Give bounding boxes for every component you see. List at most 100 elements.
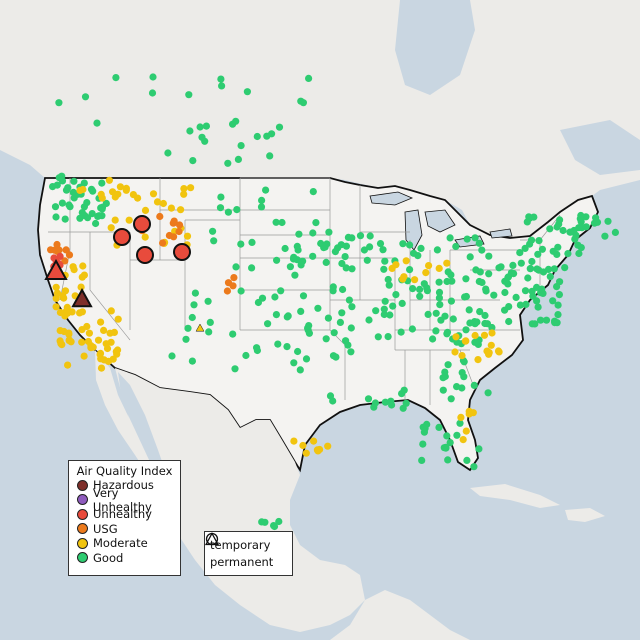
good-monitor[interactable] <box>348 303 356 311</box>
good-monitor[interactable] <box>416 292 424 300</box>
moderate-monitor[interactable] <box>94 336 103 344</box>
moderate-monitor[interactable] <box>83 322 91 331</box>
good-monitor[interactable] <box>366 232 374 240</box>
good-monitor[interactable] <box>447 271 455 279</box>
good-monitor[interactable] <box>329 283 337 291</box>
moderate-monitor[interactable] <box>141 233 149 241</box>
moderate-monitor[interactable] <box>97 318 105 326</box>
moderate-monitor[interactable] <box>63 309 72 317</box>
good-monitor[interactable] <box>592 214 600 222</box>
good-monitor[interactable] <box>98 179 106 187</box>
good-monitor[interactable] <box>342 264 350 272</box>
good-monitor[interactable] <box>270 522 278 530</box>
good-monitor[interactable] <box>202 122 210 130</box>
good-monitor[interactable] <box>347 348 355 356</box>
good-monitor[interactable] <box>566 228 574 236</box>
good-monitor[interactable] <box>237 287 245 295</box>
good-monitor[interactable] <box>257 203 266 211</box>
good-monitor[interactable] <box>501 288 509 297</box>
good-monitor[interactable] <box>418 456 426 464</box>
good-monitor[interactable] <box>258 294 267 302</box>
usg-monitor[interactable] <box>230 274 238 282</box>
usg-monitor[interactable] <box>176 221 184 229</box>
moderate-monitor[interactable] <box>187 184 195 192</box>
moderate-monitor[interactable] <box>452 333 460 341</box>
good-monitor[interactable] <box>523 218 531 226</box>
good-monitor[interactable] <box>363 256 371 264</box>
good-monitor[interactable] <box>471 338 479 346</box>
good-monitor[interactable] <box>272 218 280 226</box>
good-monitor[interactable] <box>485 270 493 278</box>
good-monitor[interactable] <box>184 324 192 332</box>
good-monitor[interactable] <box>419 440 427 448</box>
good-monitor[interactable] <box>444 456 452 464</box>
good-monitor[interactable] <box>604 217 612 225</box>
good-monitor[interactable] <box>198 133 206 141</box>
good-monitor[interactable] <box>55 99 63 107</box>
good-monitor[interactable] <box>528 287 536 295</box>
good-monitor[interactable] <box>380 265 388 273</box>
good-monitor[interactable] <box>370 403 378 411</box>
good-monitor[interactable] <box>436 301 444 309</box>
good-monitor[interactable] <box>452 242 460 251</box>
good-monitor[interactable] <box>309 188 317 196</box>
good-monitor[interactable] <box>439 386 447 394</box>
good-monitor[interactable] <box>237 240 245 248</box>
good-monitor[interactable] <box>516 249 524 257</box>
good-monitor[interactable] <box>341 253 349 261</box>
good-monitor[interactable] <box>488 323 496 332</box>
good-monitor[interactable] <box>576 215 584 223</box>
good-monitor[interactable] <box>248 238 256 246</box>
good-monitor[interactable] <box>210 237 218 245</box>
moderate-monitor[interactable] <box>474 356 482 364</box>
good-monitor[interactable] <box>470 381 478 389</box>
usg-monitor[interactable] <box>170 217 178 225</box>
usg-monitor[interactable] <box>53 240 61 249</box>
good-monitor[interactable] <box>80 179 88 187</box>
moderate-monitor[interactable] <box>459 436 467 444</box>
good-monitor[interactable] <box>290 359 298 367</box>
moderate-monitor[interactable] <box>458 352 466 360</box>
good-monitor[interactable] <box>443 432 451 440</box>
good-monitor[interactable] <box>507 269 516 277</box>
good-monitor[interactable] <box>535 237 543 245</box>
good-monitor[interactable] <box>550 265 559 273</box>
good-monitor[interactable] <box>52 213 60 221</box>
usg-monitor[interactable] <box>61 257 69 265</box>
moderate-monitor[interactable] <box>480 331 489 339</box>
good-monitor[interactable] <box>190 301 198 309</box>
good-monitor[interactable] <box>528 257 536 266</box>
good-monitor[interactable] <box>465 306 473 314</box>
good-monitor[interactable] <box>332 353 340 361</box>
moderate-monitor[interactable] <box>60 327 68 336</box>
good-monitor[interactable] <box>601 232 609 240</box>
moderate-monitor[interactable] <box>67 338 75 346</box>
moderate-monitor[interactable] <box>471 331 479 340</box>
good-monitor[interactable] <box>224 208 232 216</box>
good-monitor[interactable] <box>186 127 194 135</box>
good-monitor[interactable] <box>62 186 71 194</box>
good-monitor[interactable] <box>453 383 461 391</box>
good-monitor[interactable] <box>365 316 373 324</box>
good-monitor[interactable] <box>283 313 291 321</box>
good-monitor[interactable] <box>297 307 305 315</box>
moderate-monitor[interactable] <box>100 326 108 334</box>
good-monitor[interactable] <box>322 335 330 343</box>
good-monitor[interactable] <box>561 264 569 272</box>
good-monitor[interactable] <box>505 303 513 311</box>
good-monitor[interactable] <box>443 328 452 336</box>
good-monitor[interactable] <box>345 296 353 304</box>
moderate-monitor[interactable] <box>76 309 84 317</box>
moderate-monitor[interactable] <box>149 190 158 198</box>
moderate-monitor[interactable] <box>488 329 496 337</box>
good-monitor[interactable] <box>196 123 204 131</box>
good-monitor[interactable] <box>342 337 350 345</box>
good-monitor[interactable] <box>435 288 444 296</box>
good-monitor[interactable] <box>305 74 313 82</box>
good-monitor[interactable] <box>554 301 562 309</box>
good-monitor[interactable] <box>385 281 393 289</box>
good-monitor[interactable] <box>501 277 509 285</box>
good-monitor[interactable] <box>294 246 302 254</box>
good-monitor[interactable] <box>416 285 424 293</box>
